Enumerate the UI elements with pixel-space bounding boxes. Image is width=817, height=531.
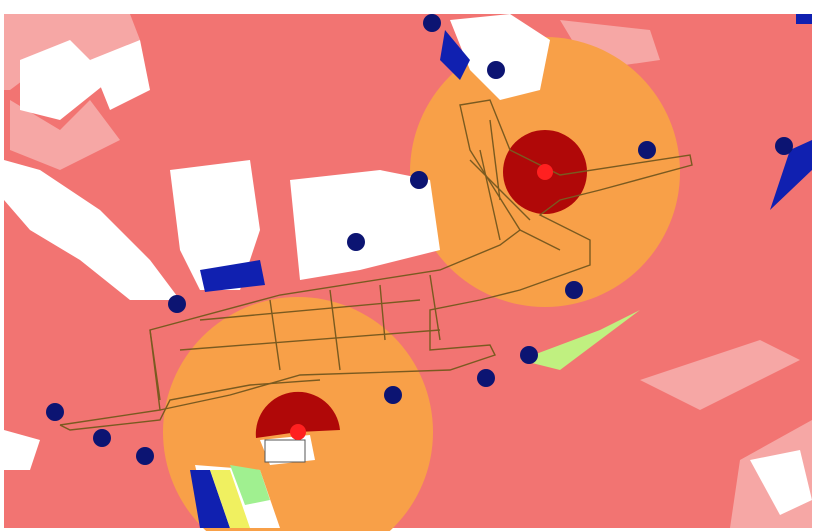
- waypoint: [638, 141, 656, 159]
- free-space: [4, 14, 812, 528]
- waypoint: [487, 61, 505, 79]
- waypoint: [136, 447, 154, 465]
- waypoint: [477, 369, 495, 387]
- waypoint: [775, 137, 793, 155]
- waypoint: [410, 171, 428, 189]
- waypoint: [520, 346, 538, 364]
- nav-graph: [59, 99, 693, 431]
- robot-footprint: [264, 439, 306, 463]
- waypoint: [347, 233, 365, 251]
- robot-position: [290, 424, 306, 440]
- waypoints: [46, 14, 793, 465]
- waypoint: [423, 14, 441, 32]
- waypoint: [168, 295, 186, 313]
- obstacles: [190, 14, 812, 528]
- danger-zone: [255, 391, 340, 438]
- robot-position: [537, 164, 553, 180]
- waypoint: [93, 429, 111, 447]
- waypoint: [384, 386, 402, 404]
- waypoint: [46, 403, 64, 421]
- waypoint: [565, 281, 583, 299]
